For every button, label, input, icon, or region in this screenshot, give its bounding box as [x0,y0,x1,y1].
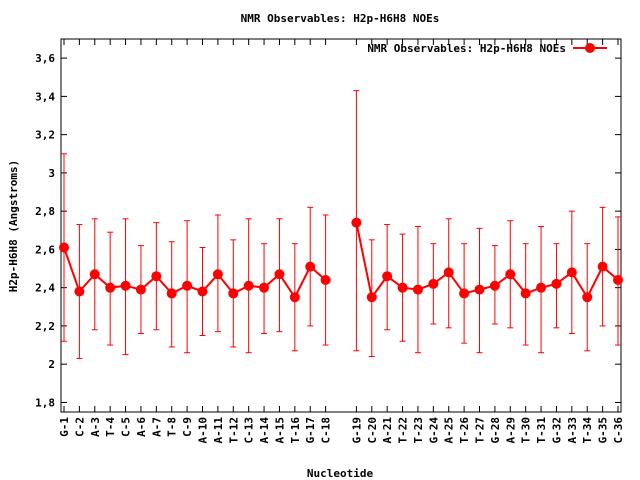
y-tick-label: 1,8 [35,396,55,409]
data-point [536,282,547,293]
data-point [305,261,316,272]
legend-label: NMR Observables: H2p-H6H8 NOEs [367,42,566,55]
x-tick-label: A-15 [273,417,286,444]
legend-marker [585,43,595,53]
y-tick-label: 2,8 [35,205,55,218]
x-tick-label: C-5 [120,417,133,437]
chart-title: NMR Observables: H2p-H6H8 NOEs [241,12,440,25]
x-tick-label: A-6 [135,417,148,437]
x-tick-label: T-26 [458,417,471,444]
data-point [243,280,254,291]
x-tick-label: C-18 [320,417,333,444]
data-point [366,292,377,303]
data-point [551,278,562,289]
y-axis-label: H2p-H6H8 (Angstroms) [7,160,20,292]
x-tick-label: C-20 [366,417,379,444]
data-point [428,278,439,289]
data-point [259,282,270,293]
x-tick-label: A-7 [150,417,163,437]
x-tick-label: A-14 [258,417,271,444]
x-tick-label: T-22 [397,417,410,444]
data-point [382,271,393,282]
y-tick-label: 2,6 [35,243,55,256]
data-point [459,288,470,299]
y-tick-label: 3,2 [35,129,55,142]
series-layer [59,90,623,359]
x-axis: G-1 C-2 A-3 T-4 C-5 A-6 A-7 T-8 C-9 A-10 A-11 T-12 C… [58,39,625,444]
x-tick-label: G-24 [427,417,440,444]
data-point [228,288,239,299]
x-tick-label: T-8 [166,417,179,437]
data-point [613,275,623,286]
x-tick-label: T-4 [104,417,117,437]
data-point [182,280,193,291]
y-tick-label: 3,4 [35,90,55,103]
x-tick-label: G-17 [304,417,317,444]
legend: NMR Observables: H2p-H6H8 NOEs [367,42,607,55]
x-tick-label: T-16 [289,417,302,444]
x-tick-label: T-31 [535,417,548,444]
data-point [166,288,177,299]
data-point [105,282,116,293]
data-point [566,267,577,278]
x-axis-label: Nucleotide [307,467,374,480]
y-tick-label: 2,4 [35,282,55,295]
data-point [397,282,408,293]
x-tick-label: T-12 [227,417,240,444]
x-tick-label: G-1 [58,417,71,437]
x-tick-label: G-35 [597,417,610,444]
data-point [412,284,423,295]
data-point [505,269,516,280]
x-tick-label: A-11 [212,417,225,444]
y-tick-label: 2 [48,358,55,371]
x-tick-label: A-10 [197,417,210,444]
x-tick-label: T-30 [520,417,533,444]
x-tick-label: A-29 [504,417,517,444]
data-point [120,280,131,291]
data-point [151,271,162,282]
data-point [197,286,208,297]
x-tick-label: T-34 [581,417,594,444]
x-tick-label: A-25 [443,417,456,444]
y-tick-label: 3 [48,167,55,180]
x-tick-label: G-28 [489,417,502,444]
x-tick-label: G-32 [550,417,563,444]
data-point [212,269,223,280]
data-point [582,292,593,303]
x-tick-label: C-36 [612,417,625,444]
data-point [89,269,100,280]
x-tick-label: C-13 [243,417,256,444]
y-tick-label: 2,2 [35,320,55,333]
x-tick-label: T-27 [474,417,487,444]
data-point [320,275,331,286]
x-tick-label: C-9 [181,417,194,437]
x-tick-label: G-19 [350,417,363,444]
data-point [443,267,454,278]
data-point [474,284,485,295]
x-tick-label: T-23 [412,417,425,444]
data-point [59,242,69,253]
x-tick-label: A-3 [89,417,102,437]
data-point [351,217,362,228]
x-tick-label: A-21 [381,417,394,444]
data-point [74,286,85,297]
x-tick-label: C-2 [73,417,86,437]
y-tick-label: 3,6 [35,52,55,65]
plot-area-frame [60,38,622,413]
data-point [520,288,531,299]
data-point [597,261,608,272]
data-point [289,292,300,303]
x-tick-label: A-33 [566,417,579,444]
data-point [274,269,285,280]
data-point [489,280,500,291]
data-point [135,284,146,295]
